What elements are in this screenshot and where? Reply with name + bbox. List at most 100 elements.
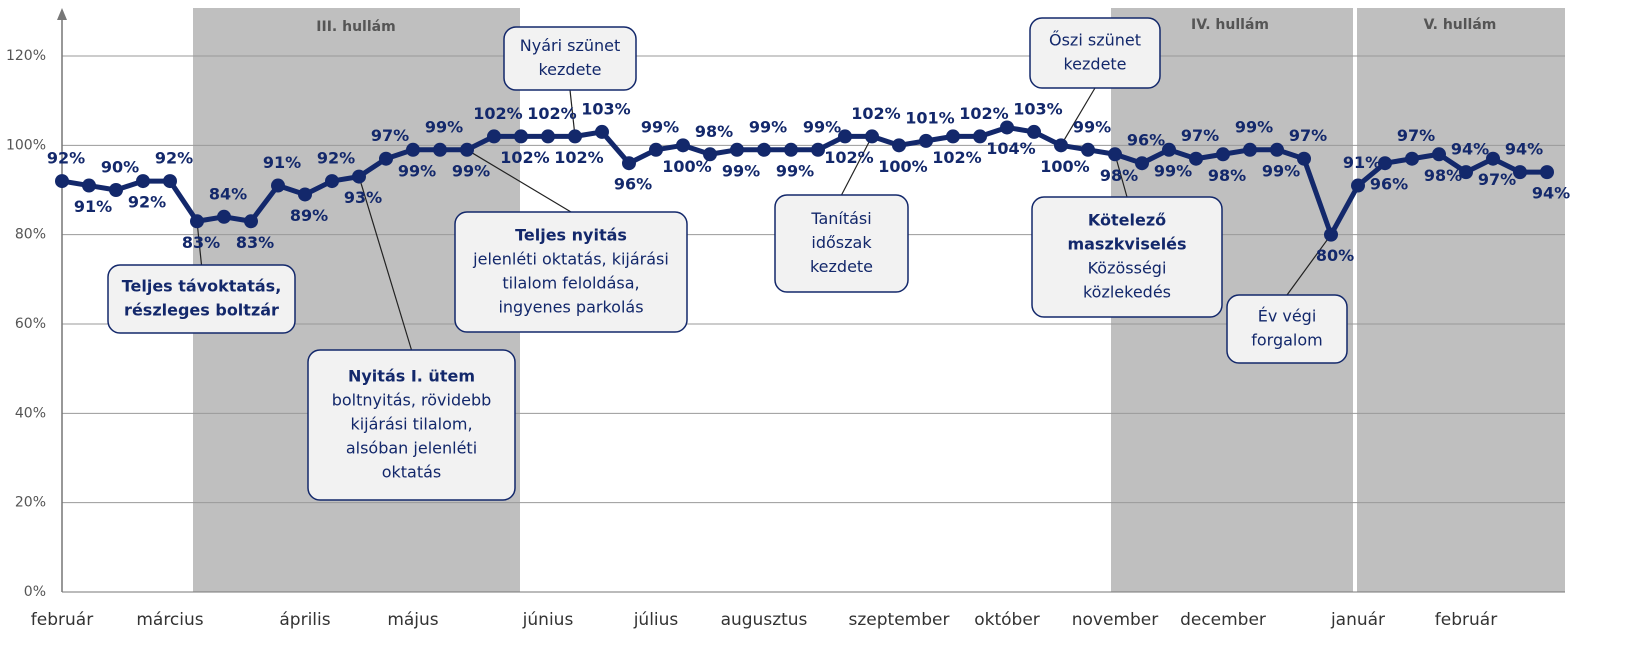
data-point xyxy=(109,183,123,197)
x-tick-label: augusztus xyxy=(721,610,808,630)
data-label: 99% xyxy=(398,161,436,180)
callout-box xyxy=(1031,196,1223,318)
data-point xyxy=(1459,165,1473,180)
band-label: III. hullám xyxy=(316,19,395,35)
data-point xyxy=(811,142,825,157)
y-tick-label: 0% xyxy=(24,584,46,600)
data-label: 89% xyxy=(290,206,328,225)
data-point xyxy=(1162,142,1176,157)
callout-box xyxy=(1029,17,1161,89)
data-point xyxy=(838,129,852,144)
data-label: 94% xyxy=(1451,140,1489,159)
data-label: 91% xyxy=(74,197,112,216)
data-point xyxy=(1216,147,1230,162)
data-point xyxy=(1081,142,1095,157)
callout-text: Őszi szünet xyxy=(1049,30,1141,50)
data-point xyxy=(217,209,231,224)
data-point xyxy=(946,129,960,144)
callout-line xyxy=(1060,87,1096,146)
callout-text: részleges boltzár xyxy=(124,301,279,320)
callout-text: tilalom feloldása, xyxy=(502,274,639,293)
callout-line xyxy=(358,176,413,351)
data-label: 92% xyxy=(128,193,166,212)
callout-text: maszkviselés xyxy=(1067,235,1186,254)
callout-box xyxy=(307,349,516,501)
data-label: 96% xyxy=(1127,131,1165,150)
data-point xyxy=(244,214,258,229)
data-point xyxy=(271,178,285,193)
data-point xyxy=(1405,151,1419,166)
x-tick-label: május xyxy=(387,610,438,630)
data-label: 99% xyxy=(749,117,787,136)
data-label: 102% xyxy=(527,104,576,123)
data-label: 99% xyxy=(803,117,841,136)
callout-text: ingyenes parkolás xyxy=(498,298,643,317)
callout-text: időszak xyxy=(811,233,872,252)
data-label: 97% xyxy=(1181,126,1219,145)
x-tick-label: november xyxy=(1072,610,1159,630)
x-tick-label: december xyxy=(1180,610,1266,630)
callout-line xyxy=(840,136,873,196)
data-label: 99% xyxy=(425,117,463,136)
data-point xyxy=(82,178,96,193)
data-label: 102% xyxy=(851,104,900,123)
axis-arrow xyxy=(57,8,67,20)
data-label: 99% xyxy=(641,117,679,136)
data-point xyxy=(1540,165,1554,180)
data-point xyxy=(919,133,933,148)
data-point xyxy=(757,142,771,157)
band-label: IV. hullám xyxy=(1191,17,1269,33)
callout-text: Tanítási xyxy=(810,209,871,228)
data-label: 99% xyxy=(722,161,760,180)
x-tick-label: február xyxy=(1435,610,1497,630)
data-point xyxy=(406,142,420,157)
callout-text: kijárási tilalom, xyxy=(350,415,472,434)
callout-box xyxy=(107,264,296,334)
data-label: 101% xyxy=(905,108,954,127)
data-point xyxy=(1108,147,1122,162)
wave-band xyxy=(1357,8,1565,592)
data-label: 93% xyxy=(344,188,382,207)
data-point xyxy=(298,187,312,202)
callout-box xyxy=(454,211,688,333)
data-point xyxy=(460,142,474,157)
y-tick-label: 40% xyxy=(15,405,46,421)
data-label: 103% xyxy=(1013,99,1062,118)
callout-text: Teljes nyitás xyxy=(515,226,627,245)
x-tick-label: július xyxy=(633,610,679,630)
data-label: 100% xyxy=(662,157,711,176)
data-label: 102% xyxy=(932,148,981,167)
x-tick-label: október xyxy=(974,610,1040,630)
data-label: 97% xyxy=(1478,170,1516,189)
callout-box xyxy=(1226,294,1348,364)
band-label: V. hullám xyxy=(1424,17,1497,33)
data-point xyxy=(1432,147,1446,162)
data-label: 99% xyxy=(1073,117,1111,136)
data-label: 91% xyxy=(263,153,301,172)
data-point xyxy=(190,214,204,229)
data-point xyxy=(865,129,879,144)
data-point xyxy=(622,156,636,171)
callout-line xyxy=(466,149,572,213)
callout-text: oktatás xyxy=(382,463,442,482)
callout-text: közlekedés xyxy=(1083,283,1171,302)
data-label: 98% xyxy=(1208,166,1246,185)
data-point xyxy=(379,151,393,166)
data-point xyxy=(568,129,582,144)
x-tick-label: április xyxy=(279,610,330,630)
data-label: 90% xyxy=(101,158,139,177)
data-point xyxy=(1486,151,1500,166)
callout-text: Közösségi xyxy=(1088,259,1167,278)
callout-text: kezdete xyxy=(810,257,873,276)
callout-text: Nyitás I. ütem xyxy=(348,367,475,386)
callout-line xyxy=(196,221,203,266)
data-label: 104% xyxy=(986,139,1035,158)
data-label: 97% xyxy=(371,126,409,145)
data-label: 83% xyxy=(236,233,274,252)
data-point xyxy=(1189,151,1203,166)
data-point xyxy=(784,142,798,157)
data-label: 100% xyxy=(1040,157,1089,176)
data-point xyxy=(1054,138,1068,153)
callout-text: forgalom xyxy=(1251,331,1323,350)
data-label: 99% xyxy=(1154,161,1192,180)
